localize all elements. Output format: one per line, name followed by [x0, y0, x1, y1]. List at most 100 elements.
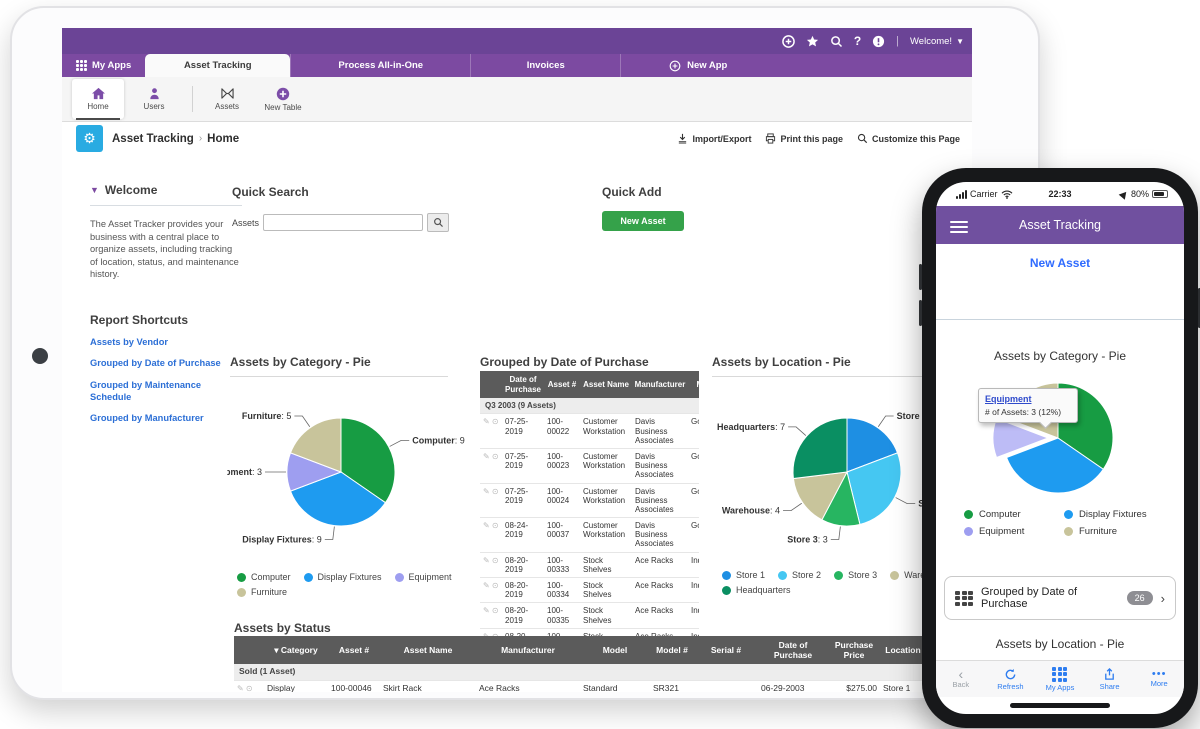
- edit-icon[interactable]: ✎: [483, 417, 490, 427]
- favorites-star-icon[interactable]: [806, 35, 819, 48]
- sidebar-link-grouped-by-manufacturer[interactable]: Grouped by Manufacturer: [90, 413, 204, 424]
- pie-slice-display-fixtures[interactable]: [1005, 437, 1104, 494]
- table-row[interactable]: ✎ ⊙ 07-25-2019 100-00022 Customer Workstati…: [480, 413, 699, 449]
- grouped-report-card[interactable]: Grouped by Date of Purchase 26 ›: [944, 576, 1176, 620]
- toolbar-home-button[interactable]: Home: [72, 79, 124, 120]
- pie-slice-furniture[interactable]: [289, 417, 342, 473]
- my-apps-button[interactable]: My Apps: [62, 54, 145, 77]
- hamburger-menu-icon[interactable]: [950, 218, 968, 236]
- column-header-date-of-purchase[interactable]: Date of Purchase: [502, 371, 544, 399]
- view-icon[interactable]: ⊙: [489, 606, 499, 616]
- pie-slice-store-2[interactable]: [846, 452, 902, 526]
- user-menu[interactable]: Welcome! ▼: [910, 36, 964, 47]
- column-header-location[interactable]: Location: [880, 636, 926, 665]
- column-header-asset-name[interactable]: Asset Name: [380, 636, 476, 665]
- column-header-model[interactable]: Model: [580, 636, 650, 665]
- search-icon[interactable]: [830, 35, 843, 48]
- table-row[interactable]: ✎ ⊙ 08-24-2019 100-00037 Customer Workstati…: [480, 517, 699, 553]
- table-cell: $275.00: [828, 680, 880, 692]
- help-icon[interactable]: ?: [853, 34, 862, 48]
- nav-more-button[interactable]: ••• More: [1134, 661, 1184, 697]
- toolbar-new-table-button[interactable]: New Table: [257, 79, 309, 119]
- table-cell: 08-20-2019: [502, 577, 544, 604]
- pie-slice-display-fixtures[interactable]: [289, 471, 387, 527]
- home-indicator[interactable]: [1010, 703, 1110, 708]
- table-row[interactable]: ✎ ⊙ 07-25-2019 100-00023 Customer Workstati…: [480, 448, 699, 484]
- edit-icon[interactable]: ✎: [237, 684, 244, 692]
- edit-icon[interactable]: ✎: [483, 555, 490, 565]
- page-settings-gear-icon[interactable]: ⚙: [76, 125, 103, 152]
- edit-icon[interactable]: ✎: [483, 486, 490, 496]
- tab-asset-tracking[interactable]: Asset Tracking: [145, 54, 291, 77]
- table-row[interactable]: ✎ ⊙ 08-20-2019 100-00333 Stock Shelves Ace R…: [480, 552, 699, 579]
- view-icon[interactable]: ⊙: [489, 451, 499, 461]
- table-cell: Ace Racks: [632, 602, 688, 629]
- legend-item-equipment: Equipment: [394, 572, 452, 582]
- sidebar-link-grouped-by-date[interactable]: Grouped by Date of Purchase: [90, 358, 221, 369]
- pie-slice-store-1[interactable]: [846, 417, 899, 473]
- sidebar-link-grouped-by-maintenance[interactable]: Grouped by Maintenance Schedule: [90, 379, 202, 402]
- sidebar-link-assets-by-vendor[interactable]: Assets by Vendor: [90, 336, 169, 347]
- pie-callout-line: [895, 497, 916, 505]
- alerts-icon[interactable]: [872, 35, 885, 48]
- search-button[interactable]: [427, 213, 450, 232]
- legend-item-store-3: Store 3: [834, 570, 877, 580]
- add-icon[interactable]: [781, 34, 795, 48]
- group-label: Q3 2003 (9 Assets): [480, 398, 699, 415]
- column-header-asset-[interactable]: Asset #: [328, 636, 380, 665]
- customize-page-button[interactable]: Customize this Page: [857, 133, 960, 144]
- edit-icon[interactable]: ✎: [483, 521, 490, 531]
- column-header-model-[interactable]: Model #: [650, 636, 694, 665]
- import-export-button[interactable]: Import/Export: [677, 133, 751, 144]
- pie-slice-headquarters[interactable]: [792, 417, 848, 480]
- table-cell: SR321: [650, 680, 694, 692]
- breadcrumb-app[interactable]: Asset Tracking: [112, 132, 194, 145]
- view-icon[interactable]: ⊙: [489, 417, 499, 427]
- tab-new-app[interactable]: New App: [620, 54, 775, 77]
- tab-process-all-in-one[interactable]: Process All-in-One: [290, 54, 470, 77]
- view-icon[interactable]: ⊙: [489, 581, 499, 590]
- edit-icon[interactable]: ✎: [483, 606, 490, 616]
- column-header-category[interactable]: ▾ Category: [264, 636, 328, 665]
- table-row[interactable]: ✎ ⊙ 07-25-2019 100-00024 Customer Workstati…: [480, 483, 699, 519]
- pie-slice-computer[interactable]: [340, 417, 396, 504]
- toolbar-users-button[interactable]: Users: [128, 79, 180, 119]
- record-count-badge: 26: [1126, 591, 1153, 605]
- assets-search-input[interactable]: [263, 214, 424, 231]
- row-actions: ✎ ⊙: [480, 413, 502, 449]
- sidebar-welcome-header[interactable]: ▼ Welcome: [90, 183, 242, 206]
- new-asset-button[interactable]: New Asset: [602, 211, 684, 231]
- column-header-asset-name[interactable]: Asset Name: [580, 371, 632, 399]
- import-export-icon: [679, 133, 687, 144]
- tooltip-equipment-link[interactable]: Equipment: [985, 394, 1032, 404]
- legend-label: Store 2: [792, 570, 822, 580]
- column-header-manufacturer[interactable]: Manufacturer: [476, 636, 580, 665]
- tab-invoices[interactable]: Invoices: [470, 54, 620, 77]
- view-icon[interactable]: ⊙: [489, 486, 499, 496]
- phone-new-asset-link[interactable]: New Asset: [1029, 256, 1091, 270]
- view-icon[interactable]: ⊙: [243, 684, 253, 692]
- view-icon[interactable]: ⊙: [489, 521, 499, 531]
- view-icon[interactable]: ⊙: [489, 555, 499, 565]
- table-row[interactable]: ✎ ⊙ 08-20-2019 100-00334 Stock Shelves Ace R…: [480, 577, 699, 604]
- print-page-button[interactable]: Print this page: [765, 133, 843, 144]
- row-actions: ✎ ⊙: [480, 483, 502, 519]
- edit-icon[interactable]: ✎: [483, 451, 490, 461]
- nav-share-button[interactable]: Share: [1085, 661, 1135, 697]
- table-row[interactable]: ✎ ⊙ 08-20-2019 100-00335 Stock Shelves Ace R…: [480, 602, 699, 629]
- edit-icon[interactable]: ✎: [483, 581, 490, 590]
- nav-refresh-button[interactable]: Refresh: [986, 661, 1036, 697]
- welcome-text: The Asset Tracker provides your business…: [90, 219, 239, 280]
- nav-back-button[interactable]: ‹ Back: [936, 661, 986, 697]
- pie-slice-warehouse[interactable]: [792, 471, 848, 521]
- column-header-asset-[interactable]: Asset #: [544, 371, 580, 399]
- volume-up-button: [919, 264, 922, 290]
- nav-my-apps-button[interactable]: My Apps: [1035, 661, 1085, 697]
- column-header-date-of-purchase[interactable]: Date of Purchase: [758, 636, 828, 665]
- toolbar-assets-button[interactable]: Assets: [201, 79, 253, 119]
- column-header-model[interactable]: Model: [688, 371, 699, 399]
- column-header-serial-[interactable]: Serial #: [694, 636, 758, 665]
- column-header-purchase-price[interactable]: Purchase Price: [828, 636, 880, 665]
- column-header-manufacturer[interactable]: Manufacturer: [632, 371, 688, 399]
